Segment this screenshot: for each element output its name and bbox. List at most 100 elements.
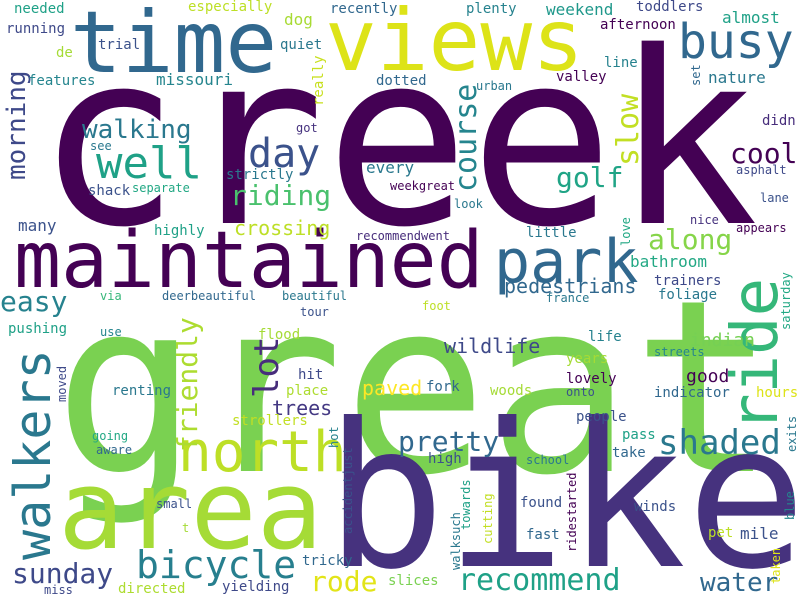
word-walkers: walkers — [4, 349, 62, 560]
word-easy: easy — [0, 285, 68, 318]
word-woods: woods — [490, 383, 533, 399]
word-pass: pass — [622, 427, 656, 443]
word-quiet: quiet — [280, 37, 323, 53]
word-separate: separate — [132, 181, 190, 195]
word-pedestrians: pedestrians — [504, 274, 637, 298]
word-creek: creek — [36, 0, 759, 280]
word-maintained: maintained — [14, 216, 484, 306]
word-strictly: strictly — [226, 167, 294, 183]
word-valley: valley — [556, 69, 607, 85]
word-plenty: plenty — [466, 1, 517, 17]
word-trainers: trainers — [654, 273, 722, 289]
word-asphalt: asphalt — [736, 163, 787, 177]
word-towards: towards — [459, 479, 473, 530]
word-shack: shack — [88, 183, 131, 199]
word-saturday: saturday — [779, 272, 793, 330]
word-trial: trial — [98, 37, 141, 53]
word-sunday: sunday — [12, 557, 114, 590]
word-hot: hot — [327, 426, 341, 448]
word-wildlife: wildlife — [444, 334, 541, 358]
word-winds: winds — [634, 499, 677, 515]
word-really: really — [311, 55, 327, 106]
word-especially: especially — [188, 0, 273, 15]
word-strollers: strollers — [232, 413, 308, 429]
word-good: good — [686, 366, 730, 387]
word-streets: streets — [654, 345, 705, 359]
word-use: use — [100, 325, 122, 339]
word-water: water — [700, 568, 779, 598]
word-bike: bike — [325, 381, 800, 600]
word-accidentjust: accidentjust — [341, 447, 355, 534]
word-found: found — [520, 495, 563, 511]
word-look: look — [454, 197, 483, 211]
word-line: line — [604, 55, 638, 71]
word-walking: walking — [82, 115, 192, 145]
word-onto: onto — [566, 385, 595, 399]
word-yielding: yielding — [222, 579, 290, 595]
word-golf: golf — [556, 161, 624, 194]
word-small: small — [156, 497, 193, 511]
word-beautiful: beautiful — [282, 289, 348, 303]
word-almost: almost — [722, 8, 780, 27]
word-years: years — [566, 351, 609, 367]
word-exits: exits — [785, 415, 799, 452]
word-moved: moved — [55, 365, 69, 402]
word-lane: lane — [760, 191, 789, 205]
word-park: park — [494, 227, 639, 297]
word-recently: recently — [330, 1, 398, 17]
word-foliage: foliage — [658, 287, 718, 303]
word-trees: trees — [272, 396, 333, 420]
word-high: high — [428, 451, 462, 467]
word-miss: miss — [44, 583, 73, 597]
word-mile: mile — [740, 524, 779, 543]
word-people: people — [576, 409, 627, 425]
word-views: views — [325, 0, 584, 91]
word-features: features — [28, 73, 96, 89]
word-needed: needed — [14, 1, 65, 17]
word-weekgreat: weekgreat — [390, 179, 456, 193]
word-urban: urban — [476, 79, 513, 93]
word-hit: hit — [298, 367, 324, 383]
word-toddlers: toddlers — [636, 0, 704, 15]
word-got: got — [296, 121, 318, 135]
word-flood: flood — [258, 327, 301, 343]
word-ridestarted: ridestarted — [565, 472, 579, 552]
word-tour: tour — [300, 305, 329, 319]
word-set: set — [689, 64, 703, 86]
word-pet: pet — [708, 525, 734, 541]
word-france: france — [546, 291, 590, 305]
word-place: place — [286, 383, 329, 399]
word-nature: nature — [708, 68, 766, 87]
word-blue: blue — [783, 491, 797, 520]
word-time: time — [70, 0, 278, 93]
word-paved: paved — [362, 376, 423, 400]
word-every: every — [366, 158, 415, 177]
word-pretty: pretty — [398, 425, 500, 458]
word-going: going — [92, 429, 129, 443]
word-along: along — [648, 223, 733, 256]
word-aware: aware — [96, 443, 133, 457]
word-lovely: lovely — [566, 371, 617, 387]
word-cutting: cutting — [481, 493, 495, 544]
word-recommend: recommend — [458, 563, 621, 598]
word-see: see — [90, 139, 112, 153]
word-via: via — [100, 289, 122, 303]
word-missouri: missouri — [156, 70, 234, 89]
word-dotted: dotted — [376, 73, 427, 89]
word-slow: slow — [611, 93, 646, 166]
word-course: course — [449, 83, 484, 192]
word-take: take — [612, 445, 646, 461]
word-appears: appears — [736, 221, 787, 235]
word-running: running — [6, 21, 66, 37]
word-tricky: tricky — [302, 553, 353, 569]
word-dog: dog — [284, 10, 313, 29]
word-crossing: crossing — [234, 216, 331, 240]
word-day: day — [248, 131, 321, 177]
word-nice: nice — [690, 213, 719, 227]
word-well: well — [96, 138, 202, 189]
word-t: t — [182, 521, 190, 535]
word-area: area — [58, 446, 323, 574]
word-great: great — [54, 248, 777, 528]
word-bathroom: bathroom — [630, 252, 708, 271]
